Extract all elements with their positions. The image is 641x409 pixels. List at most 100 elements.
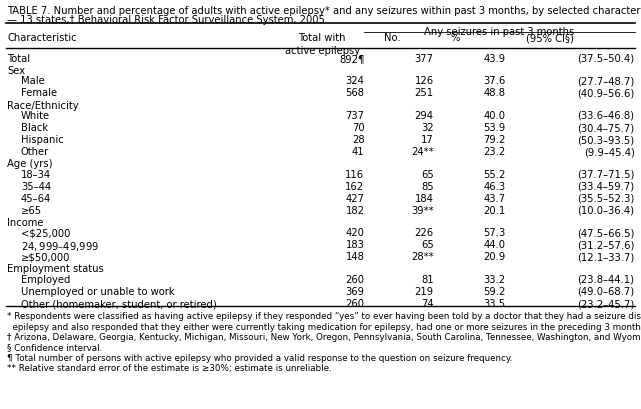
Text: (23.2–45.7): (23.2–45.7) xyxy=(578,298,635,308)
Text: 420: 420 xyxy=(345,228,365,238)
Text: Female: Female xyxy=(21,88,57,98)
Text: 126: 126 xyxy=(415,76,433,86)
Text: 65: 65 xyxy=(421,240,433,250)
Text: 53.9: 53.9 xyxy=(483,123,506,133)
Text: 79.2: 79.2 xyxy=(483,135,506,145)
Text: Age (yrs): Age (yrs) xyxy=(7,159,53,169)
Text: Other (homemaker, student, or retired): Other (homemaker, student, or retired) xyxy=(21,298,217,308)
Text: 20.1: 20.1 xyxy=(483,205,506,215)
Text: Employment status: Employment status xyxy=(7,264,104,274)
Text: (33.6–46.8): (33.6–46.8) xyxy=(578,111,635,121)
Text: — 13 states,† Behavioral Risk Factor Surveillance System, 2005: — 13 states,† Behavioral Risk Factor Sur… xyxy=(7,14,325,25)
Text: (31.2–57.6): (31.2–57.6) xyxy=(577,240,635,250)
Text: (12.1–33.7): (12.1–33.7) xyxy=(578,252,635,262)
Text: ≥65: ≥65 xyxy=(21,205,42,215)
Text: 43.7: 43.7 xyxy=(484,193,506,203)
Text: * Respondents were classified as having active epilepsy if they responded “yes” : * Respondents were classified as having … xyxy=(7,311,641,320)
Text: Employed: Employed xyxy=(21,274,71,284)
Text: White: White xyxy=(21,111,50,121)
Text: 32: 32 xyxy=(421,123,433,133)
Text: Male: Male xyxy=(21,76,45,86)
Text: 183: 183 xyxy=(345,240,365,250)
Text: (37.7–71.5): (37.7–71.5) xyxy=(577,169,635,179)
Text: 70: 70 xyxy=(352,123,365,133)
Text: Total: Total xyxy=(7,54,30,64)
Text: 568: 568 xyxy=(345,88,365,98)
Text: 37.6: 37.6 xyxy=(483,76,506,86)
Text: (95% CI§): (95% CI§) xyxy=(526,34,574,43)
Text: (47.5–66.5): (47.5–66.5) xyxy=(577,228,635,238)
Text: 24**: 24** xyxy=(411,147,433,157)
Text: (49.0–68.7): (49.0–68.7) xyxy=(578,286,635,296)
Text: 116: 116 xyxy=(345,169,365,179)
Text: Unemployed or unable to work: Unemployed or unable to work xyxy=(21,286,174,296)
Text: 182: 182 xyxy=(345,205,365,215)
Text: 74: 74 xyxy=(421,298,433,308)
Text: 324: 324 xyxy=(345,76,365,86)
Text: 35–44: 35–44 xyxy=(21,181,51,191)
Text: <$25,000: <$25,000 xyxy=(21,228,71,238)
Text: † Arizona, Delaware, Georgia, Kentucky, Michigan, Missouri, New York, Oregon, Pe: † Arizona, Delaware, Georgia, Kentucky, … xyxy=(7,332,641,341)
Text: ¶ Total number of persons with active epilepsy who provided a valid response to : ¶ Total number of persons with active ep… xyxy=(7,353,512,362)
Text: 55.2: 55.2 xyxy=(483,169,506,179)
Text: 39**: 39** xyxy=(411,205,433,215)
Text: 226: 226 xyxy=(415,228,433,238)
Text: 148: 148 xyxy=(345,252,365,262)
Text: 48.8: 48.8 xyxy=(484,88,506,98)
Text: epilepsy and also responded that they either were currently taking medication fo: epilepsy and also responded that they ei… xyxy=(7,322,641,331)
Text: 81: 81 xyxy=(421,274,433,284)
Text: Hispanic: Hispanic xyxy=(21,135,63,145)
Text: Race/Ethnicity: Race/Ethnicity xyxy=(7,100,79,110)
Text: 184: 184 xyxy=(415,193,433,203)
Text: 23.2: 23.2 xyxy=(483,147,506,157)
Text: (10.0–36.4): (10.0–36.4) xyxy=(578,205,635,215)
Text: 219: 219 xyxy=(415,286,433,296)
Text: 45–64: 45–64 xyxy=(21,193,51,203)
Text: (37.5–50.4): (37.5–50.4) xyxy=(578,54,635,64)
Text: 28**: 28** xyxy=(411,252,433,262)
Text: 260: 260 xyxy=(345,298,365,308)
Text: 40.0: 40.0 xyxy=(484,111,506,121)
Text: (30.4–75.7): (30.4–75.7) xyxy=(578,123,635,133)
Text: Sex: Sex xyxy=(7,66,25,76)
Text: $24,999–$49,999: $24,999–$49,999 xyxy=(21,240,99,253)
Text: ≥$50,000: ≥$50,000 xyxy=(21,252,71,262)
Text: 260: 260 xyxy=(345,274,365,284)
Text: 20.9: 20.9 xyxy=(483,252,506,262)
Text: Any seizures in past 3 months: Any seizures in past 3 months xyxy=(424,27,574,37)
Text: Total with
active epilepsy: Total with active epilepsy xyxy=(285,34,360,56)
Text: 737: 737 xyxy=(345,111,365,121)
Text: 44.0: 44.0 xyxy=(484,240,506,250)
Text: (33.4–59.7): (33.4–59.7) xyxy=(578,181,635,191)
Text: (27.7–48.7): (27.7–48.7) xyxy=(578,76,635,86)
Text: (35.5–52.3): (35.5–52.3) xyxy=(578,193,635,203)
Text: (40.9–56.6): (40.9–56.6) xyxy=(578,88,635,98)
Text: 85: 85 xyxy=(421,181,433,191)
Text: 33.2: 33.2 xyxy=(484,274,506,284)
Text: ** Relative standard error of the estimate is ≥30%; estimate is unreliable.: ** Relative standard error of the estima… xyxy=(7,364,331,373)
Text: TABLE 7. Number and percentage of adults with active epilepsy* and any seizures : TABLE 7. Number and percentage of adults… xyxy=(7,6,641,16)
Text: Income: Income xyxy=(7,217,44,227)
Text: Black: Black xyxy=(21,123,48,133)
Text: 294: 294 xyxy=(415,111,433,121)
Text: 162: 162 xyxy=(345,181,365,191)
Text: (50.3–93.5): (50.3–93.5) xyxy=(578,135,635,145)
Text: 427: 427 xyxy=(345,193,365,203)
Text: 33.5: 33.5 xyxy=(484,298,506,308)
Text: (23.8–44.1): (23.8–44.1) xyxy=(578,274,635,284)
Text: Other: Other xyxy=(21,147,49,157)
Text: 41: 41 xyxy=(352,147,365,157)
Text: 251: 251 xyxy=(415,88,433,98)
Text: 17: 17 xyxy=(421,135,433,145)
Text: 43.9: 43.9 xyxy=(484,54,506,64)
Text: § Confidence interval.: § Confidence interval. xyxy=(7,343,103,352)
Text: 46.3: 46.3 xyxy=(484,181,506,191)
Text: 65: 65 xyxy=(421,169,433,179)
Text: No.: No. xyxy=(385,34,401,43)
Text: 377: 377 xyxy=(415,54,433,64)
Text: 369: 369 xyxy=(345,286,365,296)
Text: 59.2: 59.2 xyxy=(483,286,506,296)
Text: (9.9–45.4): (9.9–45.4) xyxy=(584,147,635,157)
Text: 57.3: 57.3 xyxy=(483,228,506,238)
Text: 892¶: 892¶ xyxy=(339,54,365,64)
